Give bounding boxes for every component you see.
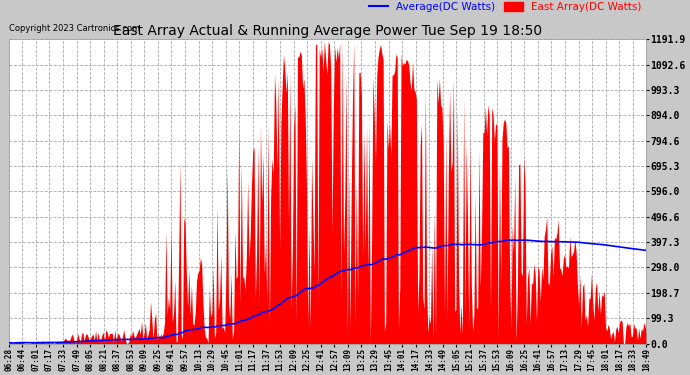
Text: Copyright 2023 Cartronics.com: Copyright 2023 Cartronics.com: [9, 24, 140, 33]
Legend: Average(DC Watts), East Array(DC Watts): Average(DC Watts), East Array(DC Watts): [369, 2, 641, 12]
Title: East Array Actual & Running Average Power Tue Sep 19 18:50: East Array Actual & Running Average Powe…: [113, 24, 542, 38]
